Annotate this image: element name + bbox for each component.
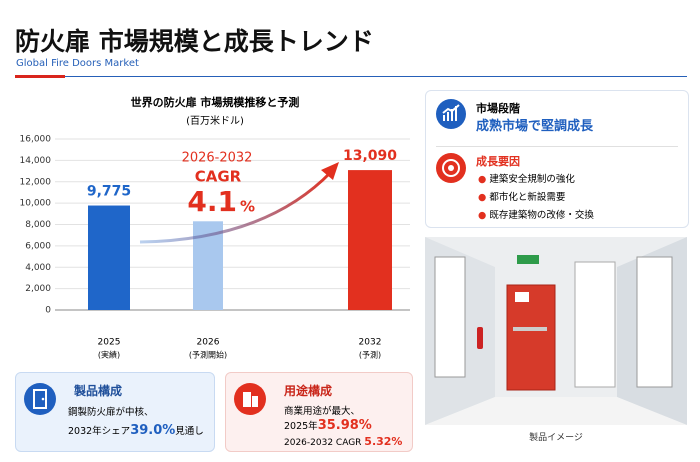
driver-text: 都市化と新設需要 [489,192,566,203]
driver-text: 建築安全規制の強化 [489,174,575,185]
highlight: 39.0% [130,423,176,438]
stage-icon [436,99,466,129]
chart-subtitle: (百万米ドル) [186,114,244,127]
bullet: ● [478,174,487,185]
icon [33,389,47,409]
chart-title: 世界の防火扉 市場規模推移と予測 [131,95,300,109]
driver-icon [436,153,466,183]
x-tick-note: (予測開始) [189,350,227,360]
building-icon [234,383,266,415]
door-icon [24,383,56,415]
text: 見通し [175,426,204,437]
driver-title: 成長要因 [476,155,520,168]
image-caption: 製品イメージ [529,433,583,443]
icon [442,104,460,121]
driver-list: ● 建築安全規制の強化 ● 都市化と新設需要 ● 既存建築物の改修・交換 [478,171,594,225]
stage-text: 成熟市場で堅調成長 [476,119,594,134]
stage-title: 市場段階 [476,102,520,115]
driver-text: 既存建築物の改修・交換 [489,210,594,221]
bullet: ● [478,210,487,221]
driver-item: ● 都市化と新設需要 [478,189,594,207]
bar [88,205,130,310]
y-tick-label: 6,000 [25,241,51,251]
page-title: 防火扉 市場規模と成長トレンド [15,27,374,56]
card-text: 商業用途が最大、 [284,406,361,417]
driver-item: ● 既存建築物の改修・交換 [478,207,594,225]
driver-item: ● 建築安全規制の強化 [478,171,594,189]
cagr-period: 2026-2032 [182,151,253,166]
page-subtitle: Global Fire Doors Market [16,58,139,69]
trend-arrow [139,170,333,244]
card-title: 用途構成 [284,384,333,398]
y-tick-label: 8,000 [25,220,51,230]
x-tick-note: (予測) [359,350,381,360]
x-tick-note: (実績) [98,350,120,360]
header-rule [65,76,687,77]
highlight: 35.98% [317,418,372,433]
y-tick-label: 0 [45,306,51,316]
x-tick-label: 2025 [98,338,121,348]
text: 2026-2032 CAGR [284,438,365,448]
icon [442,159,460,177]
chart: 世界の防火扉 市場規模推移と予測 (百万米ドル) 0 2,000 4,000 6,00… [20,95,410,360]
value-label: 13,090 [343,148,397,164]
x-tick-label: 2026 [197,338,220,348]
product-image [425,237,687,425]
divider [436,146,678,147]
value-label: 9,775 [87,184,131,200]
text: 2032年シェア [68,426,131,437]
bar [348,170,392,310]
cagr-label: CAGR [195,168,242,186]
y-tick-label: 14,000 [20,156,52,166]
y-tick-label: 16,000 [20,135,52,145]
arrow-head [321,162,339,180]
card-text: 2026-2032 CAGR 5.32% [284,435,402,448]
bullet: ● [478,192,487,203]
highlight: 5.32% [364,435,403,448]
card-text: 鋼製防火扉が中核、 [68,407,154,418]
info-card: 市場段階 成熟市場で堅調成長 成長要因 ● 建築安全規制の強化 ● 都市化と新設需… [425,90,689,228]
y-tick-label: 12,000 [20,177,52,187]
y-tick-label: 4,000 [25,263,51,273]
card-text: 2025年35.98% [284,418,372,433]
y-tick-label: 2,000 [25,284,51,294]
cagr-value: 4.1 [187,185,237,218]
text: 2025年 [284,421,318,432]
accent-line [15,75,65,78]
product-card: 製品構成 鋼製防火扉が中核、 2032年シェア39.0%見通し [15,372,215,452]
icon [243,392,258,407]
y-tick-label: 10,000 [20,199,52,209]
application-card: 用途構成 商業用途が最大、 2025年35.98% 2026-2032 CAGR… [225,372,413,452]
x-tick-label: 2032 [359,338,382,348]
cagr-unit: % [240,198,255,216]
card-title: 製品構成 [74,384,123,398]
card-text: 2032年シェア39.0%見通し [68,423,204,438]
